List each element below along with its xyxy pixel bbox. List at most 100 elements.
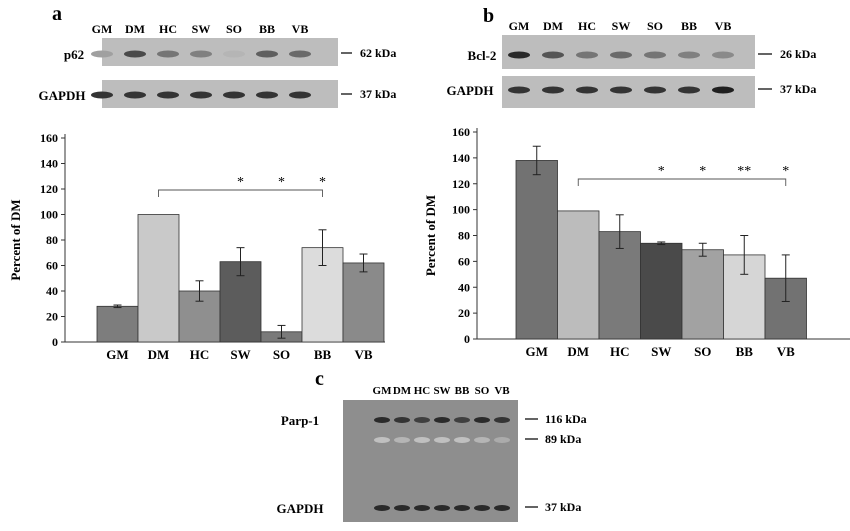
y-tick-label: 40: [46, 284, 58, 298]
y-tick-label: 20: [46, 310, 58, 324]
size-marker-c-1: 89 kDa: [545, 432, 581, 446]
y-tick-label: 140: [452, 151, 470, 165]
lane-label-c-gm: GM: [373, 385, 393, 397]
x-tick-label-so: SO: [694, 344, 711, 359]
y-tick-label: 80: [46, 233, 58, 247]
panel-label-c: c: [315, 368, 324, 390]
significance-bracket: [577, 178, 787, 186]
blot-band-b-0-4: [644, 51, 666, 59]
blot-band-a-0-6: [289, 50, 311, 58]
lane-label-a-dm: DM: [125, 22, 145, 36]
lane-label-a-sw: SW: [192, 22, 211, 36]
blot-band-c-1-3: [434, 437, 450, 443]
y-tick-label: 140: [40, 157, 58, 171]
blot-band-c-1-1: [394, 437, 410, 443]
blot-band-b-0-3: [610, 51, 632, 59]
blot-band-c-1-0: [374, 437, 390, 443]
size-marker-c-0: 116 kDa: [545, 412, 587, 426]
bar-sw: [219, 261, 262, 343]
y-tick-label: 160: [452, 125, 470, 139]
significance-mark-bb: **: [737, 164, 751, 179]
x-tick-label-bb: BB: [736, 344, 754, 359]
significance-mark-so: *: [699, 164, 706, 179]
significance-mark-vb: *: [782, 164, 789, 179]
blot-band-a-0-5: [256, 50, 278, 58]
lane-label-c-so: SO: [475, 385, 490, 397]
lane-label-a-vb: VB: [292, 22, 309, 36]
size-marker-b-1: 37 kDa: [780, 82, 816, 96]
lane-label-c-bb: BB: [455, 385, 470, 397]
western-blot-c: GM DM HC SW BB SO VB Parp-1 116 kDa 89 kDa GAPDH 37…: [277, 385, 587, 522]
blot-band-b-0-5: [678, 51, 700, 59]
size-marker-b-0: 26 kDa: [780, 47, 816, 61]
lane-label-a-gm: GM: [92, 22, 113, 36]
blot-protein-label-c-0: Parp-1: [281, 413, 319, 428]
panel-label-b: b: [483, 5, 494, 27]
x-tick-label-hc: HC: [610, 344, 630, 359]
y-tick-label: 20: [458, 306, 470, 320]
blot-band-c-0-2: [414, 417, 430, 423]
lane-label-b-so: SO: [647, 19, 663, 33]
y-tick-label: 120: [40, 182, 58, 196]
blot-band-c-2-0: [374, 505, 390, 511]
panel-label-a: a: [52, 3, 62, 25]
blot-band-c-1-5: [474, 437, 490, 443]
blot-band-b-1-1: [542, 86, 564, 94]
x-tick-label-so: SO: [273, 347, 290, 362]
blot-band-c-2-2: [414, 505, 430, 511]
lane-label-a-hc: HC: [159, 22, 177, 36]
lane-label-c-dm: DM: [393, 385, 412, 397]
significance-mark-sw: *: [237, 175, 244, 190]
blot-band-a-1-6: [289, 91, 311, 99]
y-tick-label: 60: [458, 254, 470, 268]
bar-chart-b: 0 20 40 60 80 100 120 140 160 Percent of DM GM DM HC…: [423, 125, 850, 359]
bar-dm: [557, 210, 600, 340]
size-marker-a-1: 37 kDa: [360, 87, 396, 101]
lane-label-b-dm: DM: [543, 19, 563, 33]
bar-hc: [598, 231, 641, 340]
y-tick-label: 0: [464, 332, 470, 346]
y-tick-label: 120: [452, 177, 470, 191]
significance-mark-sw: *: [658, 164, 665, 179]
blot-band-b-0-1: [542, 51, 564, 59]
blot-protein-label-a-0: p62: [64, 47, 84, 62]
x-tick-label-bb: BB: [314, 347, 332, 362]
lane-label-c-sw: SW: [433, 385, 450, 397]
lane-label-a-bb: BB: [259, 22, 275, 36]
x-tick-label-hc: HC: [190, 347, 210, 362]
y-tick-label: 60: [46, 259, 58, 273]
bar-dm: [137, 214, 180, 343]
blot-band-b-1-0: [508, 86, 530, 94]
y-tick-label: 160: [40, 131, 58, 145]
blot-band-a-0-2: [157, 50, 179, 58]
blot-band-c-0-1: [394, 417, 410, 423]
y-axis-title: Percent of DM: [423, 195, 438, 276]
significance-bracket: [158, 189, 323, 197]
blot-band-c-2-1: [394, 505, 410, 511]
significance-mark-so: *: [278, 175, 285, 190]
y-tick-label: 100: [452, 203, 470, 217]
x-tick-label-sw: SW: [230, 347, 250, 362]
blot-band-b-0-6: [712, 51, 734, 59]
western-blot-b: GM DM HC SW SO BB VB Bcl-2 26 kDa GAPDH 37 kDa: [447, 19, 816, 108]
x-tick-label-dm: DM: [567, 344, 589, 359]
blot-band-c-0-4: [454, 417, 470, 423]
y-tick-label: 0: [52, 335, 58, 349]
blot-protein-label-b-1: GAPDH: [447, 83, 494, 98]
blot-band-b-1-3: [610, 86, 632, 94]
bar-gm: [515, 160, 558, 340]
x-tick-label-gm: GM: [106, 347, 128, 362]
blot-band-a-0-4: [223, 50, 245, 58]
x-tick-label-vb: VB: [354, 347, 372, 362]
blot-band-b-1-5: [678, 86, 700, 94]
blot-band-a-0-0: [91, 50, 113, 58]
bar-vb: [342, 262, 385, 343]
y-tick-label: 40: [458, 280, 470, 294]
blot-band-a-1-2: [157, 91, 179, 99]
x-tick-label-sw: SW: [651, 344, 671, 359]
blot-band-c-2-5: [474, 505, 490, 511]
blot-band-b-0-0: [508, 51, 530, 59]
lane-label-b-gm: GM: [509, 19, 530, 33]
lane-label-b-hc: HC: [578, 19, 596, 33]
